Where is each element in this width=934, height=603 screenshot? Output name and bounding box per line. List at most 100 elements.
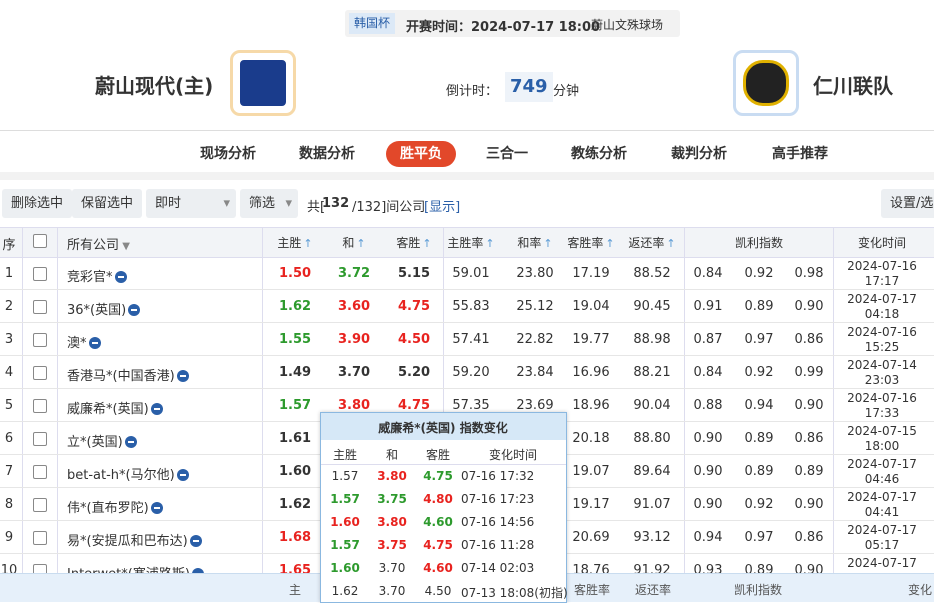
rate: 90.45 (633, 299, 671, 314)
change-time: 15:25 (864, 340, 900, 354)
company[interactable]: 36*(英国) (67, 299, 141, 318)
row-checkbox[interactable] (33, 399, 47, 413)
footer-label: 凯利指数 (733, 583, 783, 597)
change-time: 17:33 (864, 406, 900, 420)
header: 变化时间 (857, 236, 907, 250)
header-checkbox[interactable] (33, 234, 47, 248)
cup-badge: 韩国杯 (349, 13, 396, 34)
header[interactable]: 和率 (517, 234, 552, 251)
tab[interactable]: 数据分析 (299, 146, 355, 162)
kelly: 0.87 (693, 332, 723, 347)
kelly: 0.86 (794, 530, 824, 545)
popup-odds: 4.50 (424, 584, 452, 598)
kelly: 0.89 (794, 464, 824, 479)
kelly: 0.92 (744, 497, 774, 512)
row-checkbox[interactable] (33, 432, 47, 446)
count-prefix: 共[ (307, 200, 326, 215)
row-checkbox[interactable] (33, 465, 47, 479)
popup-odds: 4.75 (423, 469, 453, 483)
odds: 4.75 (397, 398, 431, 413)
company[interactable]: 伟*(直布罗陀) (67, 497, 163, 516)
odds: 4.75 (397, 299, 431, 314)
popup-odds: 3.70 (378, 584, 406, 598)
footer-label: 变化 (907, 583, 933, 597)
company[interactable]: bet-at-h*(马尔他) (67, 464, 189, 483)
company[interactable]: 香港马*(中国香港) (67, 365, 189, 384)
row-checkbox[interactable] (33, 366, 47, 380)
tab[interactable]: 胜平负 (386, 141, 456, 167)
away-logo (733, 50, 799, 116)
company[interactable]: 澳* (67, 332, 101, 351)
change-time: 2024-07-16 (847, 325, 917, 339)
row-no: 1 (4, 266, 14, 281)
header: 所有公司 ▼ (67, 238, 130, 253)
company[interactable]: 竞彩官* (67, 266, 127, 285)
rate: 23.80 (516, 266, 554, 281)
row-checkbox[interactable] (33, 531, 47, 545)
kelly: 0.92 (744, 365, 774, 380)
rate: 25.12 (516, 299, 554, 314)
row-checkbox[interactable] (33, 267, 47, 281)
kelly: 0.92 (744, 266, 774, 281)
row-checkbox[interactable] (33, 300, 47, 314)
header[interactable]: 客胜率 (567, 234, 614, 251)
countdown: 749 (505, 72, 553, 102)
rate: 23.84 (516, 365, 554, 380)
change-time: 17:17 (864, 274, 900, 288)
header[interactable]: 客胜 (396, 234, 431, 251)
band (0, 172, 934, 180)
change-time: 04:41 (864, 505, 900, 519)
tab[interactable]: 高手推荐 (772, 146, 828, 162)
company[interactable]: 威廉希*(英国) (67, 398, 163, 417)
header[interactable]: 和 (342, 234, 365, 251)
change-time: 2024-07-16 (847, 259, 917, 273)
company[interactable]: 立*(英国) (67, 431, 137, 450)
row-checkbox[interactable] (33, 333, 47, 347)
column-border (262, 227, 263, 601)
footer-label: 主 (288, 583, 302, 597)
rate: 88.98 (633, 332, 671, 347)
button[interactable]: 保留选中 (72, 189, 143, 218)
change-time: 23:03 (864, 373, 900, 387)
tab[interactable]: 裁判分析 (671, 146, 727, 162)
tab[interactable]: 三合一 (486, 146, 528, 162)
odds: 1.49 (278, 365, 312, 380)
row-no: 7 (4, 464, 14, 479)
popup-odds: 1.57 (331, 469, 359, 483)
popup-time: 07-16 17:32 (461, 469, 535, 483)
popup-odds: 4.80 (423, 492, 453, 506)
header[interactable]: 主胜率 (447, 234, 494, 251)
kelly: 0.84 (693, 266, 723, 281)
popup-header: 主胜 (332, 448, 358, 462)
kelly: 0.90 (794, 497, 824, 512)
popup-header: 变化时间 (489, 448, 538, 462)
show-link[interactable]: [显示] (424, 200, 461, 215)
tab[interactable]: 现场分析 (200, 146, 256, 162)
rate: 57.35 (452, 398, 490, 413)
filter[interactable]: 筛选 ▾ (240, 189, 298, 218)
odds: 3.90 (337, 332, 371, 347)
kelly: 0.86 (794, 431, 824, 446)
header[interactable]: 返还率 (628, 234, 675, 251)
button[interactable]: 删除选中 (2, 189, 73, 218)
count-suffix: /132]间公司 (352, 200, 426, 215)
change-time: 2024-07-17 (847, 292, 917, 306)
rate: 19.07 (572, 464, 610, 479)
header[interactable]: 主胜 (277, 234, 312, 251)
select[interactable]: 即时 ▾ (146, 189, 236, 218)
row-no: 6 (4, 431, 14, 446)
tab[interactable]: 教练分析 (571, 146, 627, 162)
row-no: 9 (4, 530, 14, 545)
company[interactable]: 易*(安提瓜和巴布达) (67, 530, 202, 549)
popup-time: 07-16 11:28 (461, 538, 535, 552)
column-border (57, 227, 58, 601)
change-time: 04:46 (864, 472, 900, 486)
row-checkbox[interactable] (33, 498, 47, 512)
rate: 17.19 (572, 266, 610, 281)
odds: 1.61 (278, 431, 312, 446)
settings-button[interactable]: 设置/选 (881, 189, 934, 218)
change-time: 2024-07-14 (847, 358, 917, 372)
home-team: 蔚山现代(主) (95, 74, 214, 98)
rate: 55.83 (452, 299, 490, 314)
odds: 1.68 (278, 530, 312, 545)
